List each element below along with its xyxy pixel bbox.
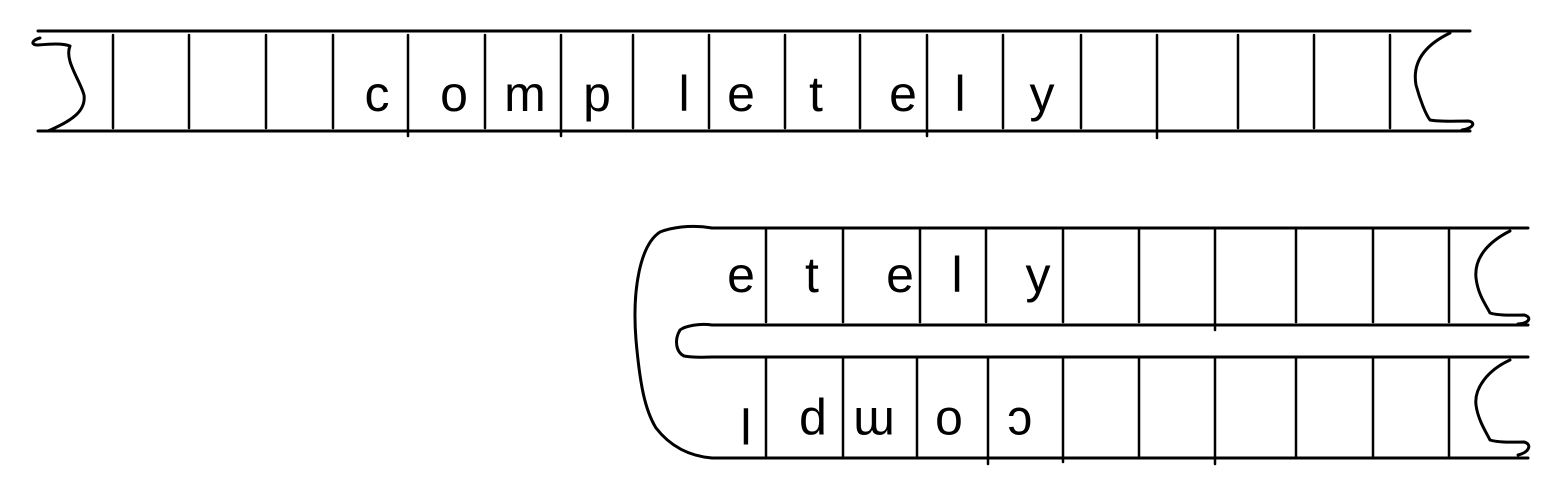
tape-letter: t bbox=[809, 66, 823, 122]
tape-letter: l bbox=[678, 66, 689, 122]
tape-letter: e bbox=[727, 247, 755, 303]
tape-letter-mirrored: m bbox=[853, 397, 895, 453]
top-tape-letters: c o m p l e t e l y bbox=[365, 66, 1055, 122]
top-tape-left-torn-end bbox=[31, 36, 86, 133]
tape-letter: e bbox=[889, 66, 917, 122]
folded-tape-cell-dividers bbox=[764, 228, 1451, 466]
folded-upper-right-torn-end bbox=[1474, 229, 1531, 326]
tape-letter-mirrored: l bbox=[740, 397, 751, 453]
fold-inner-loop bbox=[675, 322, 714, 359]
tape-letter-mirrored: o bbox=[935, 397, 963, 453]
folded-lower-right-torn-end bbox=[1474, 358, 1531, 457]
tape-letter: l bbox=[954, 66, 965, 122]
tape-letter: m bbox=[504, 66, 546, 122]
folded-tape: e t e l y l p m o c bbox=[633, 224, 1531, 466]
tape-letter: y bbox=[1030, 66, 1055, 122]
tape-letter: e bbox=[886, 247, 914, 303]
fold-outer-loop bbox=[633, 224, 714, 460]
tape-letter: e bbox=[727, 66, 755, 122]
tape-letter-mirrored: c bbox=[1008, 397, 1033, 453]
tape-letter: l bbox=[951, 247, 962, 303]
folded-lower-letters: l p m o c bbox=[740, 397, 1032, 453]
tape-letter: t bbox=[805, 247, 819, 303]
tape-letter: y bbox=[1026, 247, 1051, 303]
folded-upper-letters: e t e l y bbox=[727, 247, 1050, 303]
tape-letter: p bbox=[583, 66, 611, 122]
tape-letter-mirrored: p bbox=[799, 397, 827, 453]
top-tape-right-torn-end bbox=[1413, 31, 1475, 132]
top-tape: c o m p l e t e l y bbox=[31, 29, 1475, 140]
tape-letter: c bbox=[365, 66, 390, 122]
tape-letter: o bbox=[440, 66, 468, 122]
top-tape-cell-dividers bbox=[111, 33, 1392, 140]
